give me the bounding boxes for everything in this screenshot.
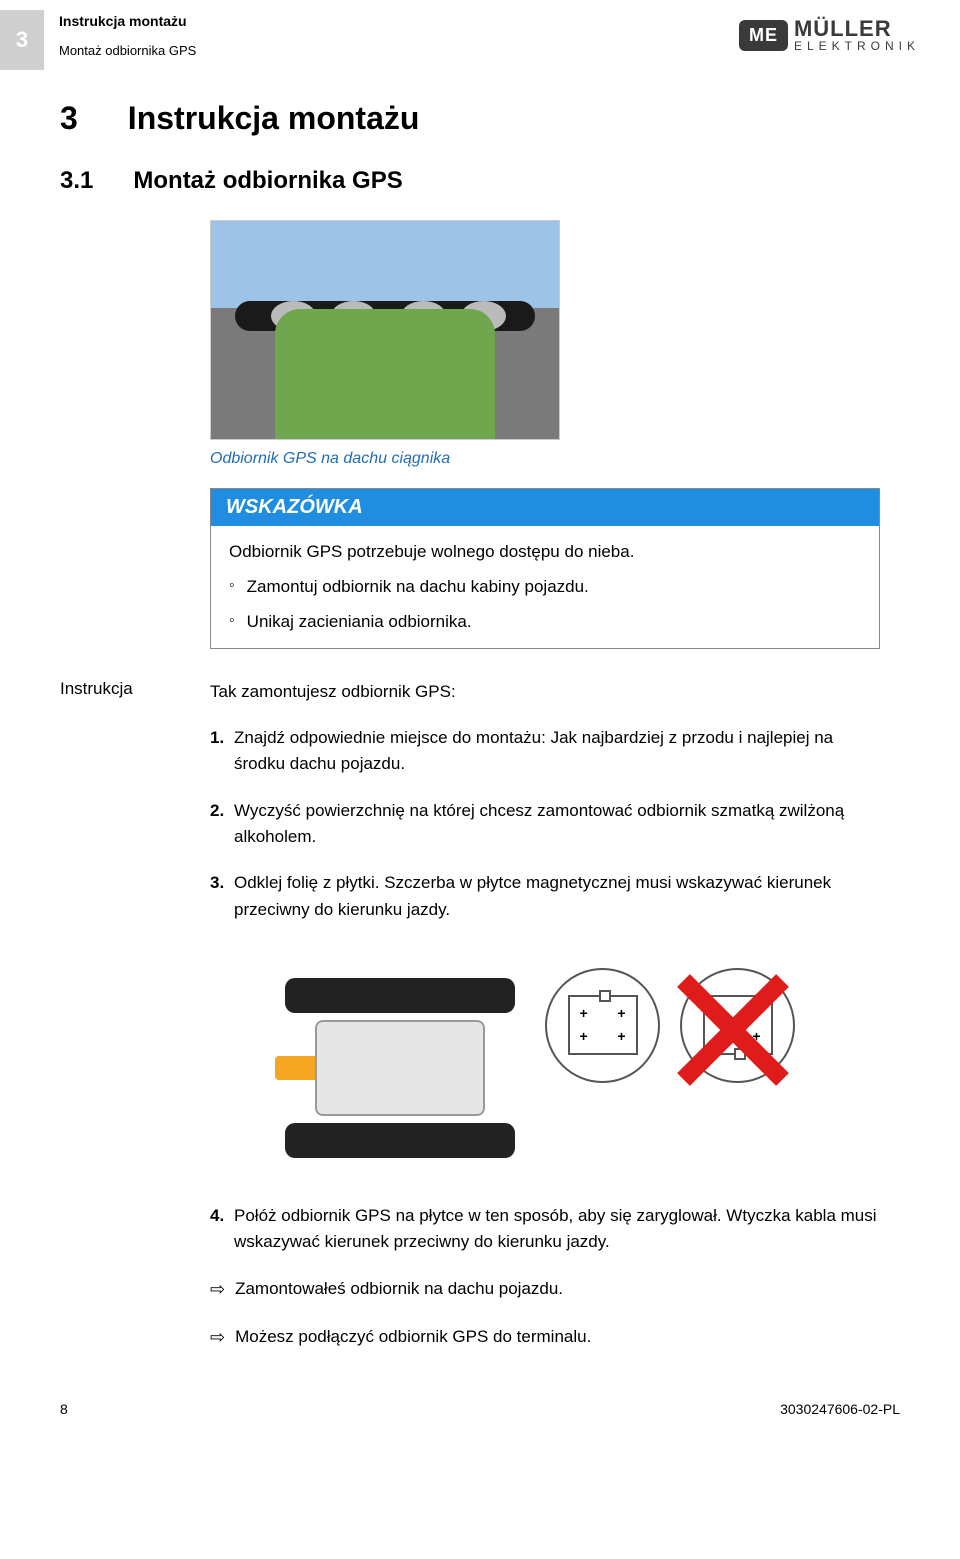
hint-line: Odbiornik GPS potrzebuje wolnego dostępu… <box>229 538 861 565</box>
plate-wrong-icon: + + + + <box>680 968 795 1083</box>
plate-inner: + + + + <box>703 995 773 1055</box>
hint-bullet: Zamontuj odbiornik na dachu kabiny pojaz… <box>229 573 861 600</box>
logo-text-main: MÜLLER <box>794 18 920 40</box>
subsection-title: Montaż odbiornika GPS <box>133 167 402 195</box>
result-text: Zamontowałeś odbiornik na dachu pojazdu. <box>235 1276 563 1304</box>
step-text: Odklej folię z płytki. Szczerba w płytce… <box>234 870 880 923</box>
step-number: 2. <box>210 798 234 851</box>
step-item: 3. Odklej folię z płytki. Szczerba w pły… <box>210 870 880 923</box>
screw-icon: + <box>617 1026 625 1048</box>
section-heading: 3 Instrukcja montażu <box>60 100 880 137</box>
hint-bullet: Unikaj zacieniania odbiornika. <box>229 608 861 635</box>
step-number: 3. <box>210 870 234 923</box>
brand-logo: ME MÜLLER ELEKTRONIK <box>739 10 920 52</box>
step-item: 2. Wyczyść powierzchnię na której chcesz… <box>210 798 880 851</box>
section-number: 3 <box>60 100 78 137</box>
tractor-photo <box>210 220 560 440</box>
plate-inner: + + + + <box>568 995 638 1055</box>
screw-icon: + <box>752 1003 760 1025</box>
screw-icon: + <box>617 1003 625 1025</box>
content: 3 Instrukcja montażu 3.1 Montaż odbiorni… <box>0 70 960 1351</box>
header-titles: Instrukcja montażu Montaż odbiornika GPS <box>59 10 196 58</box>
document-id: 3030247606-02-PL <box>780 1401 900 1417</box>
hint-bullet-text: Unikaj zacieniania odbiornika. <box>247 608 472 635</box>
screw-icon: + <box>580 1026 588 1048</box>
screw-icon: + <box>715 1026 723 1048</box>
notch-icon <box>599 990 611 1002</box>
subsection-heading: 3.1 Montaż odbiornika GPS <box>60 167 880 195</box>
hint-header: WSKAZÓWKA <box>211 489 879 526</box>
screw-icon: + <box>715 1003 723 1025</box>
step-number: 4. <box>210 1203 234 1256</box>
header-left: 3 Instrukcja montażu Montaż odbiornika G… <box>0 10 196 70</box>
tractor-top-icon <box>285 978 515 1158</box>
screw-icon: + <box>580 1003 588 1025</box>
image-caption: Odbiornik GPS na dachu ciągnika <box>210 450 880 468</box>
cab-top-icon <box>315 1020 485 1116</box>
step-text: Wyczyść powierzchnię na której chcesz za… <box>234 798 880 851</box>
instruction-intro: Tak zamontujesz odbiornik GPS: <box>210 679 880 705</box>
screw-icon: + <box>752 1026 760 1048</box>
body-column: Odbiornik GPS na dachu ciągnika WSKAZÓWK… <box>210 220 880 649</box>
hint-box: WSKAZÓWKA Odbiornik GPS potrzebuje wolne… <box>210 488 880 649</box>
header-title-sub: Montaż odbiornika GPS <box>59 43 196 58</box>
plate-correct-icon: + + + + <box>545 968 660 1083</box>
tractor-cab <box>275 309 495 439</box>
logo-text: MÜLLER ELEKTRONIK <box>794 18 920 52</box>
step-text: Połóż odbiornik GPS na płytce w ten spos… <box>234 1203 880 1256</box>
page-number: 8 <box>60 1401 68 1417</box>
header-title-main: Instrukcja montażu <box>59 13 196 29</box>
result-item: Zamontowałeś odbiornik na dachu pojazdu. <box>210 1276 880 1304</box>
subsection-number: 3.1 <box>60 167 93 195</box>
plates-group: + + + + + + + + <box>545 968 805 1168</box>
result-item: Możesz podłączyć odbiornik GPS do termin… <box>210 1324 880 1352</box>
page-header: 3 Instrukcja montażu Montaż odbiornika G… <box>0 0 960 70</box>
instruction-label: Instrukcja <box>60 679 210 699</box>
logo-text-sub: ELEKTRONIK <box>794 40 920 52</box>
plate-diagram: + + + + + + + + <box>285 953 805 1183</box>
instruction-row: Instrukcja Tak zamontujesz odbiornik GPS… <box>60 679 880 1352</box>
result-text: Możesz podłączyć odbiornik GPS do termin… <box>235 1324 591 1352</box>
section-title: Instrukcja montażu <box>128 100 420 137</box>
step-text: Znajdź odpowiednie miejsce do montażu: J… <box>234 725 880 778</box>
instruction-body: Tak zamontujesz odbiornik GPS: 1. Znajdź… <box>210 679 880 1352</box>
step-item: 4. Połóż odbiornik GPS na płytce w ten s… <box>210 1203 880 1256</box>
chapter-number-box: 3 <box>0 10 44 70</box>
hint-bullet-text: Zamontuj odbiornik na dachu kabiny pojaz… <box>247 573 589 600</box>
track-icon <box>285 978 515 1013</box>
hint-body: Odbiornik GPS potrzebuje wolnego dostępu… <box>211 526 879 648</box>
logo-box: ME <box>739 20 788 51</box>
page-footer: 8 3030247606-02-PL <box>0 1351 960 1417</box>
step-item: 1. Znajdź odpowiednie miejsce do montażu… <box>210 725 880 778</box>
step-number: 1. <box>210 725 234 778</box>
track-icon <box>285 1123 515 1158</box>
notch-icon <box>734 1048 746 1060</box>
